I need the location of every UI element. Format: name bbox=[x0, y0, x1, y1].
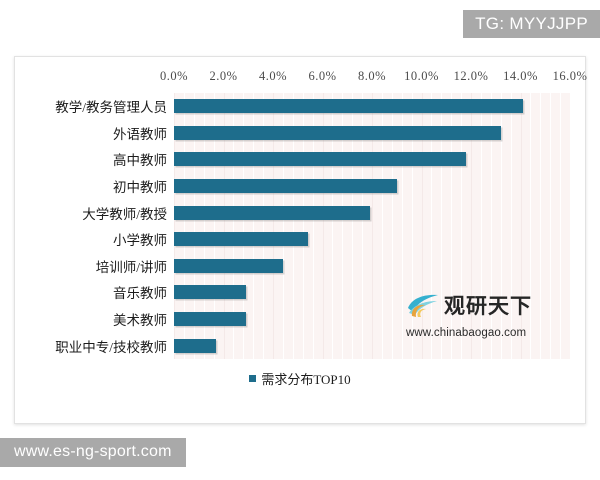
x-tick-label: 2.0% bbox=[209, 69, 238, 83]
gridline bbox=[480, 93, 482, 359]
category-label: 培训师/讲师 bbox=[95, 259, 167, 275]
x-tick-label: 8.0% bbox=[357, 69, 387, 83]
gridline bbox=[451, 93, 453, 359]
y-axis-category-labels: 教学/教务管理人员外语教师高中教师初中教师大学教师/教授小学教师培训师/讲师音乐… bbox=[15, 93, 173, 359]
category-label: 高中教师 bbox=[113, 153, 167, 169]
plot-area: 观研天下 www.chinabaogao.com bbox=[174, 93, 570, 359]
site-watermark-badge: www.es-ng-sport.com bbox=[0, 438, 186, 467]
gridline bbox=[183, 93, 185, 359]
gridline-major bbox=[223, 93, 225, 359]
gridline bbox=[263, 93, 265, 359]
gridline bbox=[243, 93, 245, 359]
gridline bbox=[352, 93, 354, 359]
bar-row bbox=[174, 146, 570, 173]
gridline bbox=[530, 93, 532, 359]
gridline bbox=[342, 93, 344, 359]
gridline bbox=[431, 93, 433, 359]
bar-row bbox=[174, 306, 570, 333]
chart-legend: 需求分布TOP10 bbox=[15, 369, 585, 388]
bar-row bbox=[174, 199, 570, 226]
gridline-major bbox=[520, 93, 522, 359]
category-label: 外语教师 bbox=[113, 126, 167, 142]
gridline bbox=[550, 93, 552, 359]
category-label: 美术教师 bbox=[113, 313, 167, 329]
category-label: 小学教师 bbox=[113, 233, 167, 249]
gridline bbox=[391, 93, 393, 359]
bar-row bbox=[174, 173, 570, 200]
gridline-major bbox=[273, 93, 274, 359]
bar-row bbox=[174, 332, 570, 359]
gridline bbox=[282, 93, 284, 359]
bar-row bbox=[174, 253, 570, 280]
gridline bbox=[292, 93, 294, 359]
gridline bbox=[362, 93, 364, 359]
bar-row bbox=[174, 226, 570, 253]
x-tick-label: 0.0% bbox=[159, 69, 189, 83]
bar bbox=[174, 99, 523, 114]
legend-swatch-icon bbox=[249, 375, 257, 382]
x-tick-label: 10.0% bbox=[404, 69, 439, 83]
gridline bbox=[411, 93, 413, 359]
category-label: 初中教师 bbox=[113, 180, 167, 196]
bar-row bbox=[174, 279, 570, 306]
gridline bbox=[500, 93, 502, 359]
bar bbox=[174, 232, 308, 247]
tg-watermark-badge: TG: MYYJJPP bbox=[463, 10, 600, 38]
bar bbox=[174, 125, 501, 140]
gridline-major bbox=[372, 93, 373, 359]
gridline bbox=[193, 93, 195, 359]
bar bbox=[174, 258, 283, 273]
gridline-major bbox=[471, 93, 472, 359]
x-tick-label: 12.0% bbox=[453, 69, 489, 83]
gridline bbox=[461, 93, 463, 359]
gridline bbox=[253, 93, 255, 359]
gridline-major bbox=[322, 93, 324, 359]
gridline bbox=[381, 93, 383, 359]
legend-label: 需求分布TOP10 bbox=[261, 372, 351, 387]
gridline bbox=[401, 93, 403, 359]
gridline bbox=[312, 93, 314, 359]
bar-row bbox=[174, 93, 570, 120]
x-tick-label: 6.0% bbox=[308, 69, 337, 83]
bar-row bbox=[174, 120, 570, 147]
gridline bbox=[233, 93, 235, 359]
x-tick-label: 14.0% bbox=[503, 69, 538, 83]
bar bbox=[174, 285, 246, 300]
category-label: 教学/教务管理人员 bbox=[55, 100, 167, 116]
gridline bbox=[213, 93, 215, 359]
x-axis-tick-labels: 0.0% 2.0% 4.0% 6.0% 8.0% 10.0% 12.0% 14.0% 16.0% bbox=[15, 69, 588, 89]
gridline bbox=[203, 93, 205, 359]
gridlines bbox=[174, 93, 570, 359]
gridline-major bbox=[421, 93, 423, 359]
gridline bbox=[490, 93, 492, 359]
bar bbox=[174, 152, 467, 167]
gridline bbox=[540, 93, 542, 359]
category-label: 职业中专/技校教师 bbox=[55, 339, 167, 355]
gridline bbox=[560, 93, 562, 359]
gridline bbox=[441, 93, 443, 359]
legend-item: 需求分布TOP10 bbox=[249, 369, 351, 388]
plot-wrapper: 教学/教务管理人员外语教师高中教师初中教师大学教师/教授小学教师培训师/讲师音乐… bbox=[15, 93, 585, 359]
gridline-major bbox=[174, 93, 175, 359]
category-label: 音乐教师 bbox=[113, 286, 167, 302]
x-tick-label: 16.0% bbox=[552, 69, 588, 83]
bar bbox=[174, 205, 370, 220]
chart-card: 0.0% 2.0% 4.0% 6.0% 8.0% 10.0% 12.0% 14.0% 16.0%… bbox=[14, 56, 588, 424]
bar bbox=[174, 179, 397, 194]
x-tick-label: 4.0% bbox=[258, 69, 288, 83]
gridline bbox=[510, 93, 512, 359]
bar bbox=[174, 338, 217, 353]
gridline bbox=[332, 93, 334, 359]
category-label: 大学教师/教授 bbox=[82, 206, 167, 222]
gridline bbox=[302, 93, 304, 359]
bar bbox=[174, 312, 246, 327]
